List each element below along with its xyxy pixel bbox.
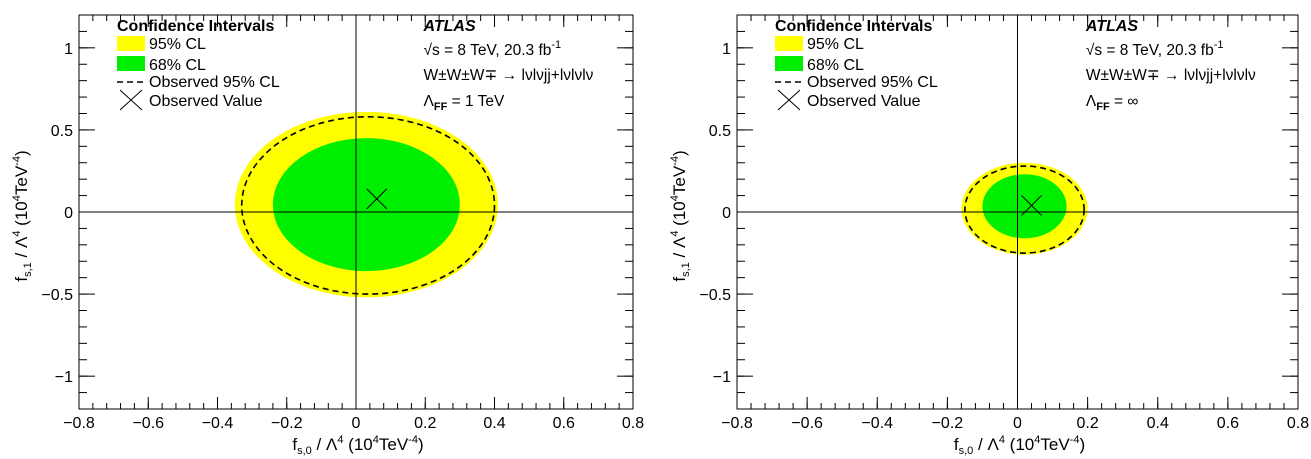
legend-swatch-95-cl <box>775 36 803 51</box>
energy-lumi-label: √s = 8 TeV, 20.3 fb-1 <box>1086 39 1224 59</box>
y-tick-label: 1 <box>64 41 73 58</box>
y-tick-label: 0.5 <box>709 123 731 140</box>
legend-entry: Observed 95% CL <box>807 74 938 91</box>
x-tick-label: 0.2 <box>1077 415 1099 432</box>
observed-value-marker <box>1021 195 1042 216</box>
x-tick-label: −0.4 <box>861 415 893 432</box>
x-tick-label: −0.6 <box>132 415 164 432</box>
x-tick-label: 0.4 <box>1147 415 1169 432</box>
marker-stroke <box>1021 195 1042 216</box>
panel-1: −0.8 −0.6 −0.4 −0.2 0 0.2 0.4 0.6 0.8 −1 −0.5 0 0.5 1… <box>11 14 644 457</box>
x-tick-label: −0.2 <box>932 415 964 432</box>
x-tick-label: 0.4 <box>483 415 505 432</box>
experiment-label: ATLAS <box>1085 18 1138 35</box>
annotation: ATLAS √s = 8 TeV, 20.3 fb-1 W±W±W∓ → lνlνj… <box>423 18 594 113</box>
marker-stroke <box>366 188 388 210</box>
x-tick-label: 0.8 <box>622 415 644 432</box>
legend-entry: Observed 95% CL <box>149 74 280 91</box>
process-label: W±W±W∓ → lνlνjj+lνlνlν <box>424 67 594 84</box>
legend-entry: 95% CL <box>807 36 864 53</box>
observed-95-cl-contour <box>240 115 496 295</box>
x-tick-label: 0.2 <box>414 415 436 432</box>
legend-swatch-observed-value <box>777 89 801 111</box>
y-tick-label: 0.5 <box>51 123 73 140</box>
x-axis-title: fs,0 / Λ4 (104TeV-4) <box>954 434 1085 457</box>
legend-entry: 68% CL <box>149 57 206 74</box>
y-tick-label: 0 <box>64 205 73 222</box>
x-tick-label: 0.6 <box>1217 415 1239 432</box>
legend-title: Confidence Intervals <box>775 18 932 35</box>
y-tick-label: −0.5 <box>699 287 731 304</box>
y-tick-label: −1 <box>55 369 73 386</box>
legend-entry: 68% CL <box>807 57 864 74</box>
legend-swatch-68-cl <box>775 56 803 71</box>
cutoff-label: ΛFF = ∞ <box>1086 93 1139 113</box>
legend-entry: Observed Value <box>149 93 263 110</box>
legend-entry: 95% CL <box>149 36 206 53</box>
x-tick-label: 0 <box>352 415 361 432</box>
y-tick-label: 1 <box>722 41 731 58</box>
marker-stroke <box>777 89 801 111</box>
observed-95-cl-contour <box>964 165 1085 254</box>
y-axis-title: fs,1 / Λ4 (104TeV-4) <box>11 150 34 281</box>
annotation: ATLAS √s = 8 TeV, 20.3 fb-1 W±W±W∓ → lνlνj… <box>1085 18 1256 113</box>
y-axis-title: fs,1 / Λ4 (104TeV-4) <box>669 150 692 281</box>
x-tick-label: −0.6 <box>791 415 823 432</box>
legend-swatch-observed-value <box>119 89 143 111</box>
y-tick-label: −1 <box>713 369 731 386</box>
x-tick-label: −0.4 <box>202 415 234 432</box>
y-tick-label: 0 <box>722 205 731 222</box>
legend-title: Confidence Intervals <box>117 18 274 35</box>
x-tick-label: −0.2 <box>271 415 303 432</box>
experiment-label: ATLAS <box>423 18 476 35</box>
x-axis-title: fs,0 / Λ4 (104TeV-4) <box>292 434 423 457</box>
energy-lumi-label: √s = 8 TeV, 20.3 fb-1 <box>424 39 562 59</box>
x-tick-label: 0.6 <box>553 415 575 432</box>
x-tick-label: 0.8 <box>1287 415 1309 432</box>
process-label: W±W±W∓ → lνlνjj+lνlνlν <box>1086 67 1256 84</box>
marker-stroke <box>119 89 143 111</box>
cutoff-label: ΛFF = 1 TeV <box>424 93 505 113</box>
x-tick-label: −0.8 <box>63 415 95 432</box>
legend-swatch-68-cl <box>117 56 145 71</box>
panel-2: −0.8 −0.6 −0.4 −0.2 0 0.2 0.4 0.6 0.8 −1 −0.5 0 0.5 1… <box>669 14 1309 457</box>
y-tick-label: −0.5 <box>41 287 73 304</box>
observed-value-marker <box>366 188 388 210</box>
legend-swatch-95-cl <box>117 36 145 51</box>
band-68-cl <box>272 138 460 272</box>
legend-entry: Observed Value <box>807 93 921 110</box>
x-tick-label: 0 <box>1013 415 1022 432</box>
band-68-cl <box>982 174 1067 239</box>
x-tick-label: −0.8 <box>721 415 753 432</box>
